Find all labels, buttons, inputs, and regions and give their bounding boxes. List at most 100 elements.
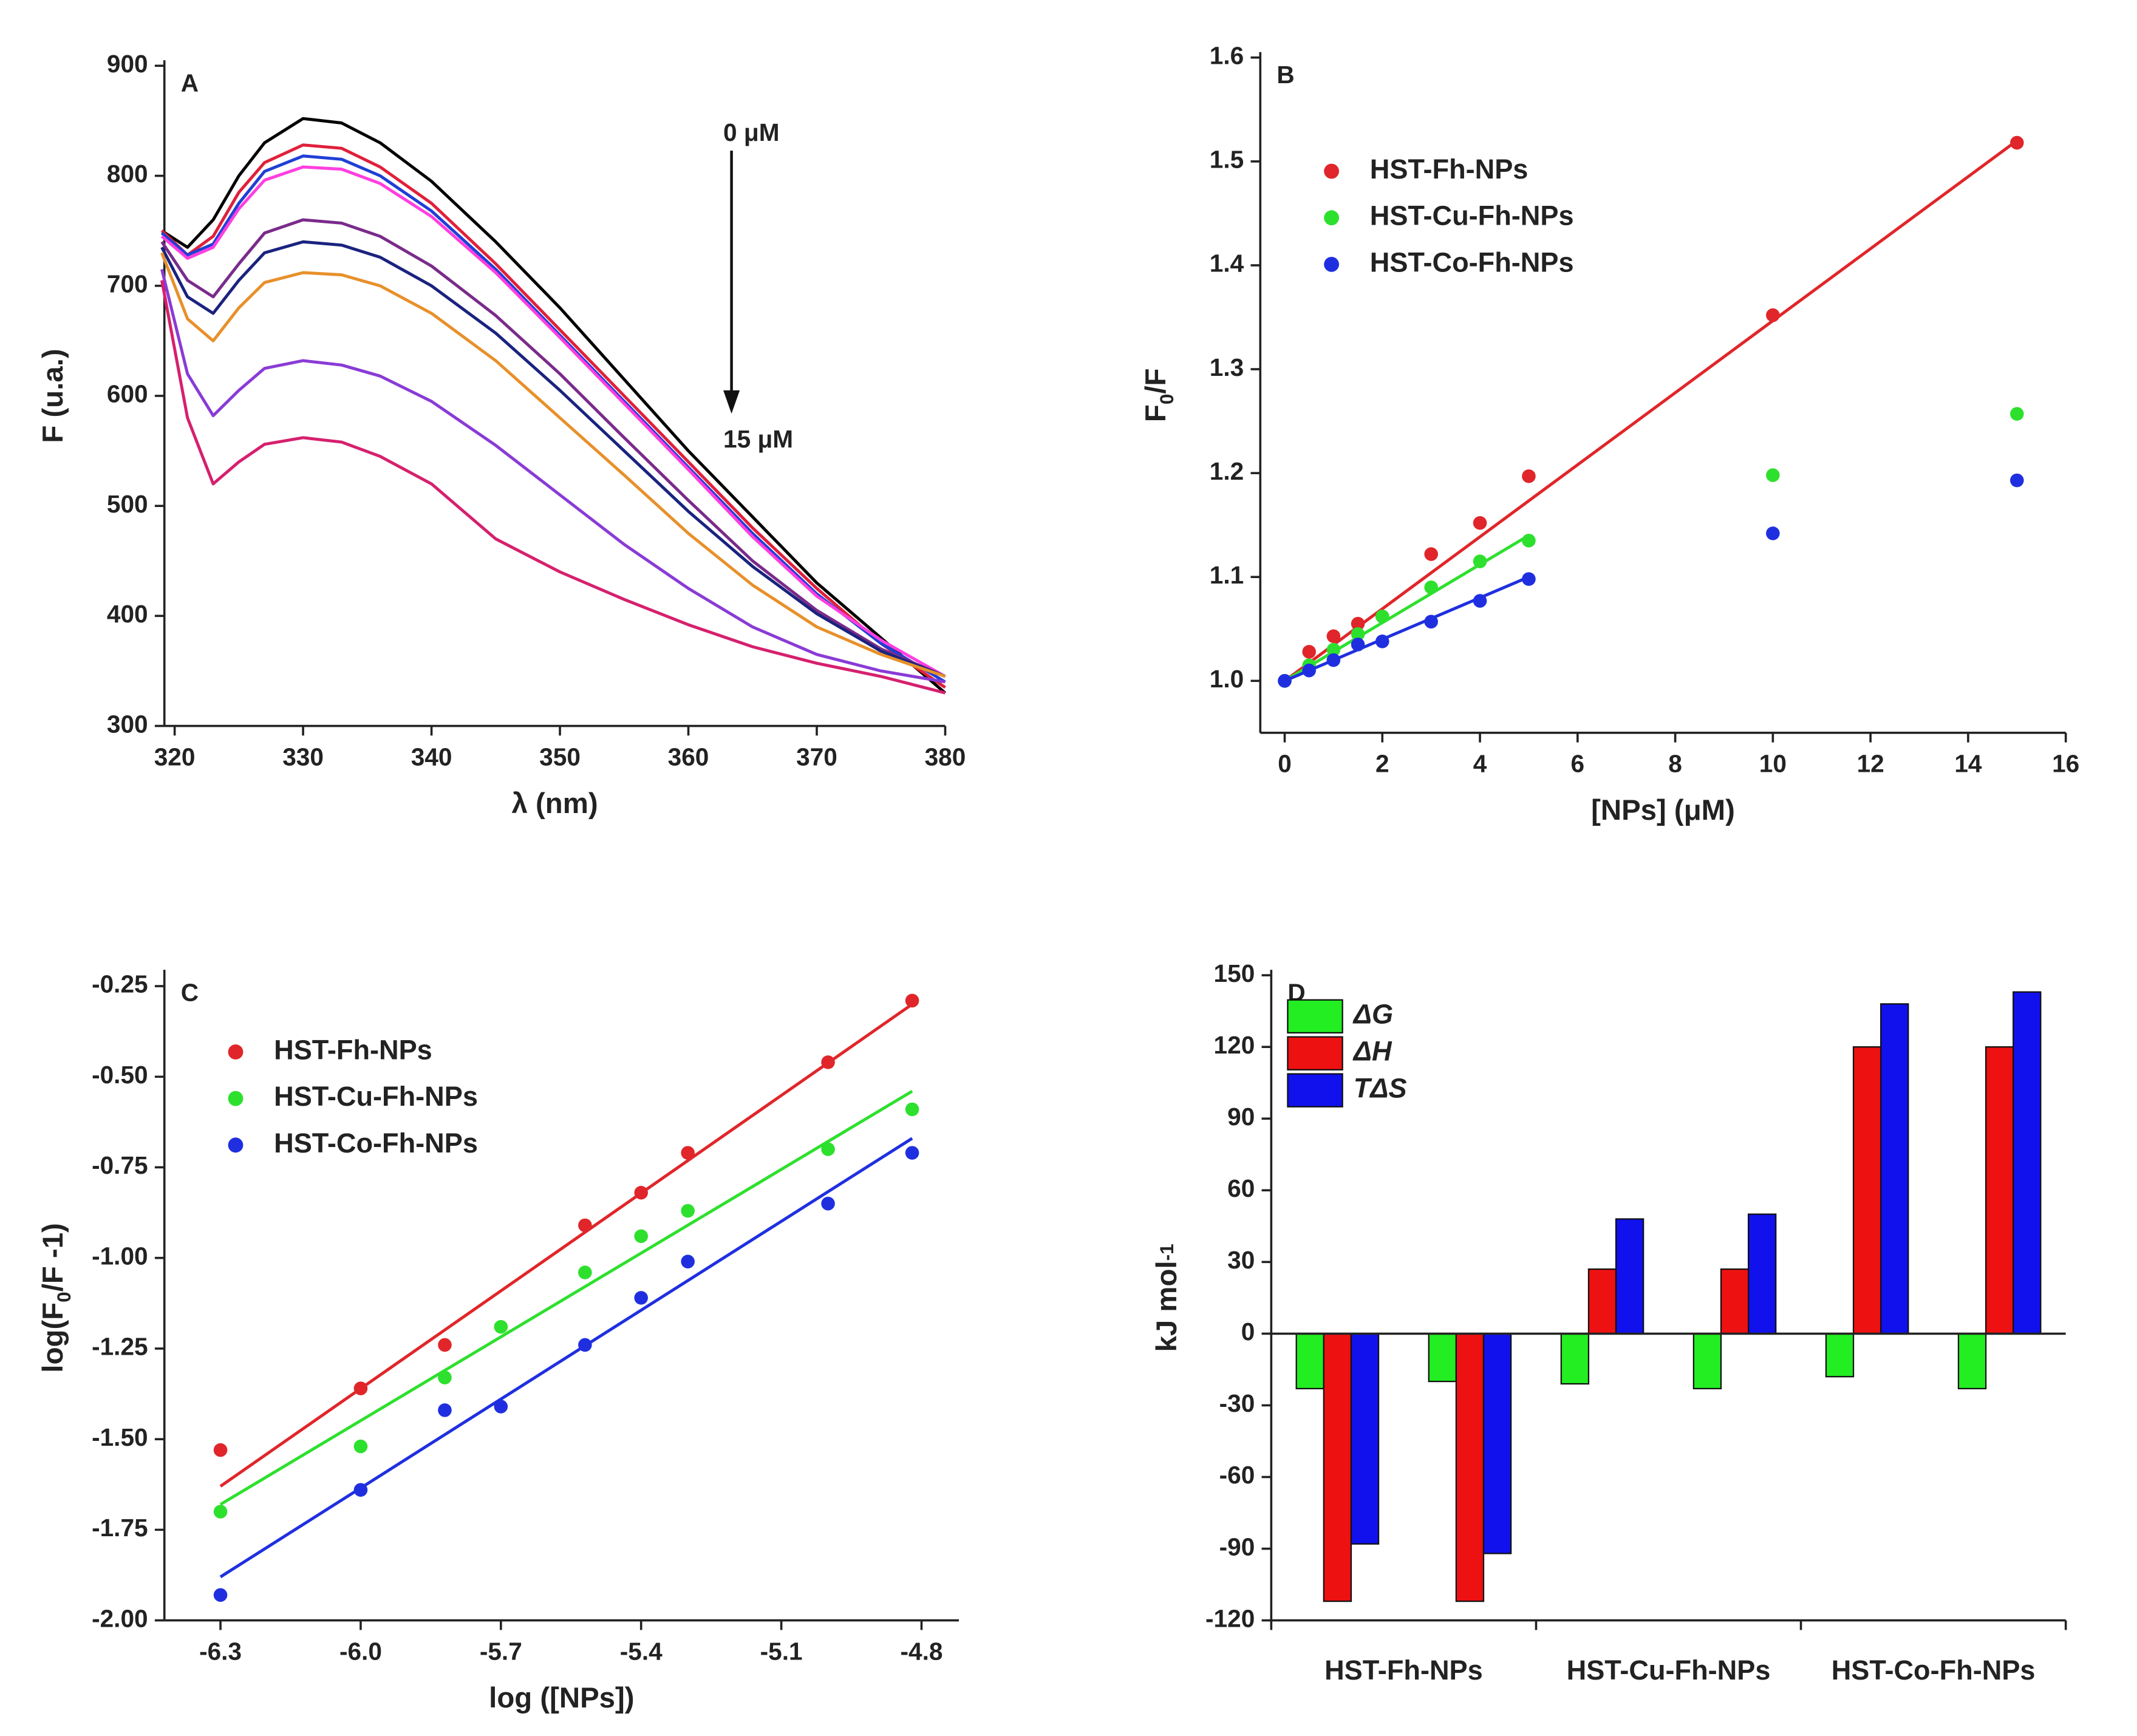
panel-label: A [181, 69, 199, 97]
x-tick-label: -6.3 [199, 1637, 242, 1665]
data-point [1326, 642, 1341, 657]
legend-label: HST-Cu-Fh-NPs [1370, 200, 1574, 231]
x-tick-label: 14 [1954, 750, 1982, 778]
data-point [578, 1218, 592, 1233]
y-tick-label: 1.4 [1210, 250, 1244, 277]
y-tick-label: -90 [1219, 1533, 1255, 1561]
y-tick-label: 30 [1227, 1246, 1255, 1274]
y-tick-label: 120 [1214, 1031, 1255, 1059]
y-tick-label: 300 [107, 710, 148, 738]
x-tick-label: 8 [1668, 750, 1682, 778]
spectrum-line [160, 154, 946, 684]
data-point [438, 1370, 452, 1384]
data-point [438, 1403, 452, 1417]
panel-label: B [1276, 61, 1294, 89]
y-tick-label: -2.00 [92, 1604, 148, 1632]
x-tick-label: 350 [539, 743, 581, 771]
spectrum-line [160, 218, 946, 678]
bar [1428, 1333, 1457, 1383]
data-point [213, 1443, 228, 1457]
fit-line [1284, 575, 1530, 682]
data-point [1473, 594, 1487, 608]
y-axis-label: kJ mol-1 [1151, 1244, 1183, 1352]
y-tick-label: 90 [1227, 1103, 1255, 1131]
data-point [905, 993, 919, 1008]
fit-line [219, 1002, 913, 1488]
legend-swatch [1287, 1073, 1343, 1108]
x-tick-label: 0 [1278, 750, 1292, 778]
y-tick-label: 0 [1241, 1318, 1255, 1346]
y-tick-label: 1.5 [1210, 146, 1244, 174]
y-tick-label: 500 [107, 490, 148, 518]
data-point [1351, 638, 1365, 652]
data-point [1424, 580, 1438, 594]
data-point [1766, 526, 1780, 540]
x-tick-label: -5.1 [760, 1637, 803, 1665]
y-tick-label: -0.50 [92, 1061, 148, 1089]
data-point [1375, 609, 1389, 624]
x-tick-label: 340 [411, 743, 452, 771]
y-tick-label: 1.6 [1210, 41, 1244, 69]
data-point [681, 1146, 695, 1160]
y-axis-label-part: 0 [1156, 394, 1178, 405]
data-point [681, 1254, 695, 1268]
x-tick-label: HST-Co-Fh-NPs [1832, 1655, 2036, 1686]
y-tick-label: -120 [1205, 1604, 1255, 1632]
y-tick-label: 1.1 [1210, 561, 1244, 589]
data-point [1375, 635, 1389, 648]
legend-label: ΔH [1352, 1036, 1392, 1067]
legend-label: HST-Cu-Fh-NPs [274, 1081, 478, 1112]
y-tick-label: 800 [107, 160, 148, 188]
legend-marker [228, 1137, 244, 1153]
data-point [438, 1338, 452, 1352]
panel-label: C [181, 978, 199, 1006]
y-tick-label: -1.75 [92, 1514, 148, 1542]
legend-label: TΔS [1354, 1073, 1407, 1104]
data-point [578, 1265, 592, 1279]
legend-label: ΔG [1352, 999, 1393, 1030]
x-tick-label: 330 [282, 743, 324, 771]
y-axis-label-part: 0 [53, 1292, 75, 1302]
data-point [905, 1102, 919, 1117]
y-tick-label: -1.25 [92, 1333, 148, 1361]
y-axis-label-part: kJ mol [1151, 1261, 1183, 1352]
bar [1323, 1333, 1352, 1602]
bar [1985, 1046, 2014, 1335]
legend-marker [228, 1044, 244, 1060]
data-point [634, 1291, 648, 1305]
spectrum-line [161, 117, 947, 695]
bar [1587, 1268, 1617, 1335]
data-point [1351, 627, 1365, 641]
data-point [821, 1055, 835, 1069]
data-point [1522, 534, 1536, 548]
data-point [2010, 135, 2024, 150]
x-axis-label: [NPs] (μM) [1591, 794, 1735, 826]
x-tick-label: -4.8 [900, 1637, 942, 1665]
data-point [821, 1142, 835, 1156]
bar [1615, 1218, 1645, 1335]
legend-swatch [1287, 1036, 1343, 1071]
data-point [1326, 629, 1341, 644]
x-tick-label: 360 [668, 743, 709, 771]
bar [1295, 1333, 1324, 1390]
data-point [1522, 572, 1536, 586]
data-point [1424, 614, 1438, 629]
fit-line [1284, 139, 2018, 682]
bar [1880, 1003, 1909, 1335]
bar [1825, 1333, 1855, 1378]
legend-label: HST-Co-Fh-NPs [1370, 247, 1574, 277]
x-axis-label: λ (nm) [512, 788, 598, 820]
data-point [1351, 616, 1365, 631]
data-point [1424, 547, 1438, 561]
legend-label: HST-Fh-NPs [274, 1034, 432, 1065]
x-tick-label: 16 [2052, 750, 2079, 778]
data-point [494, 1400, 508, 1414]
data-point [1766, 308, 1780, 322]
x-tick-label: -5.7 [480, 1637, 522, 1665]
bar [1455, 1333, 1485, 1602]
y-tick-label: 900 [107, 50, 148, 78]
bar [1692, 1333, 1722, 1390]
y-tick-label: -0.75 [92, 1151, 148, 1179]
x-tick-label: 12 [1857, 750, 1884, 778]
